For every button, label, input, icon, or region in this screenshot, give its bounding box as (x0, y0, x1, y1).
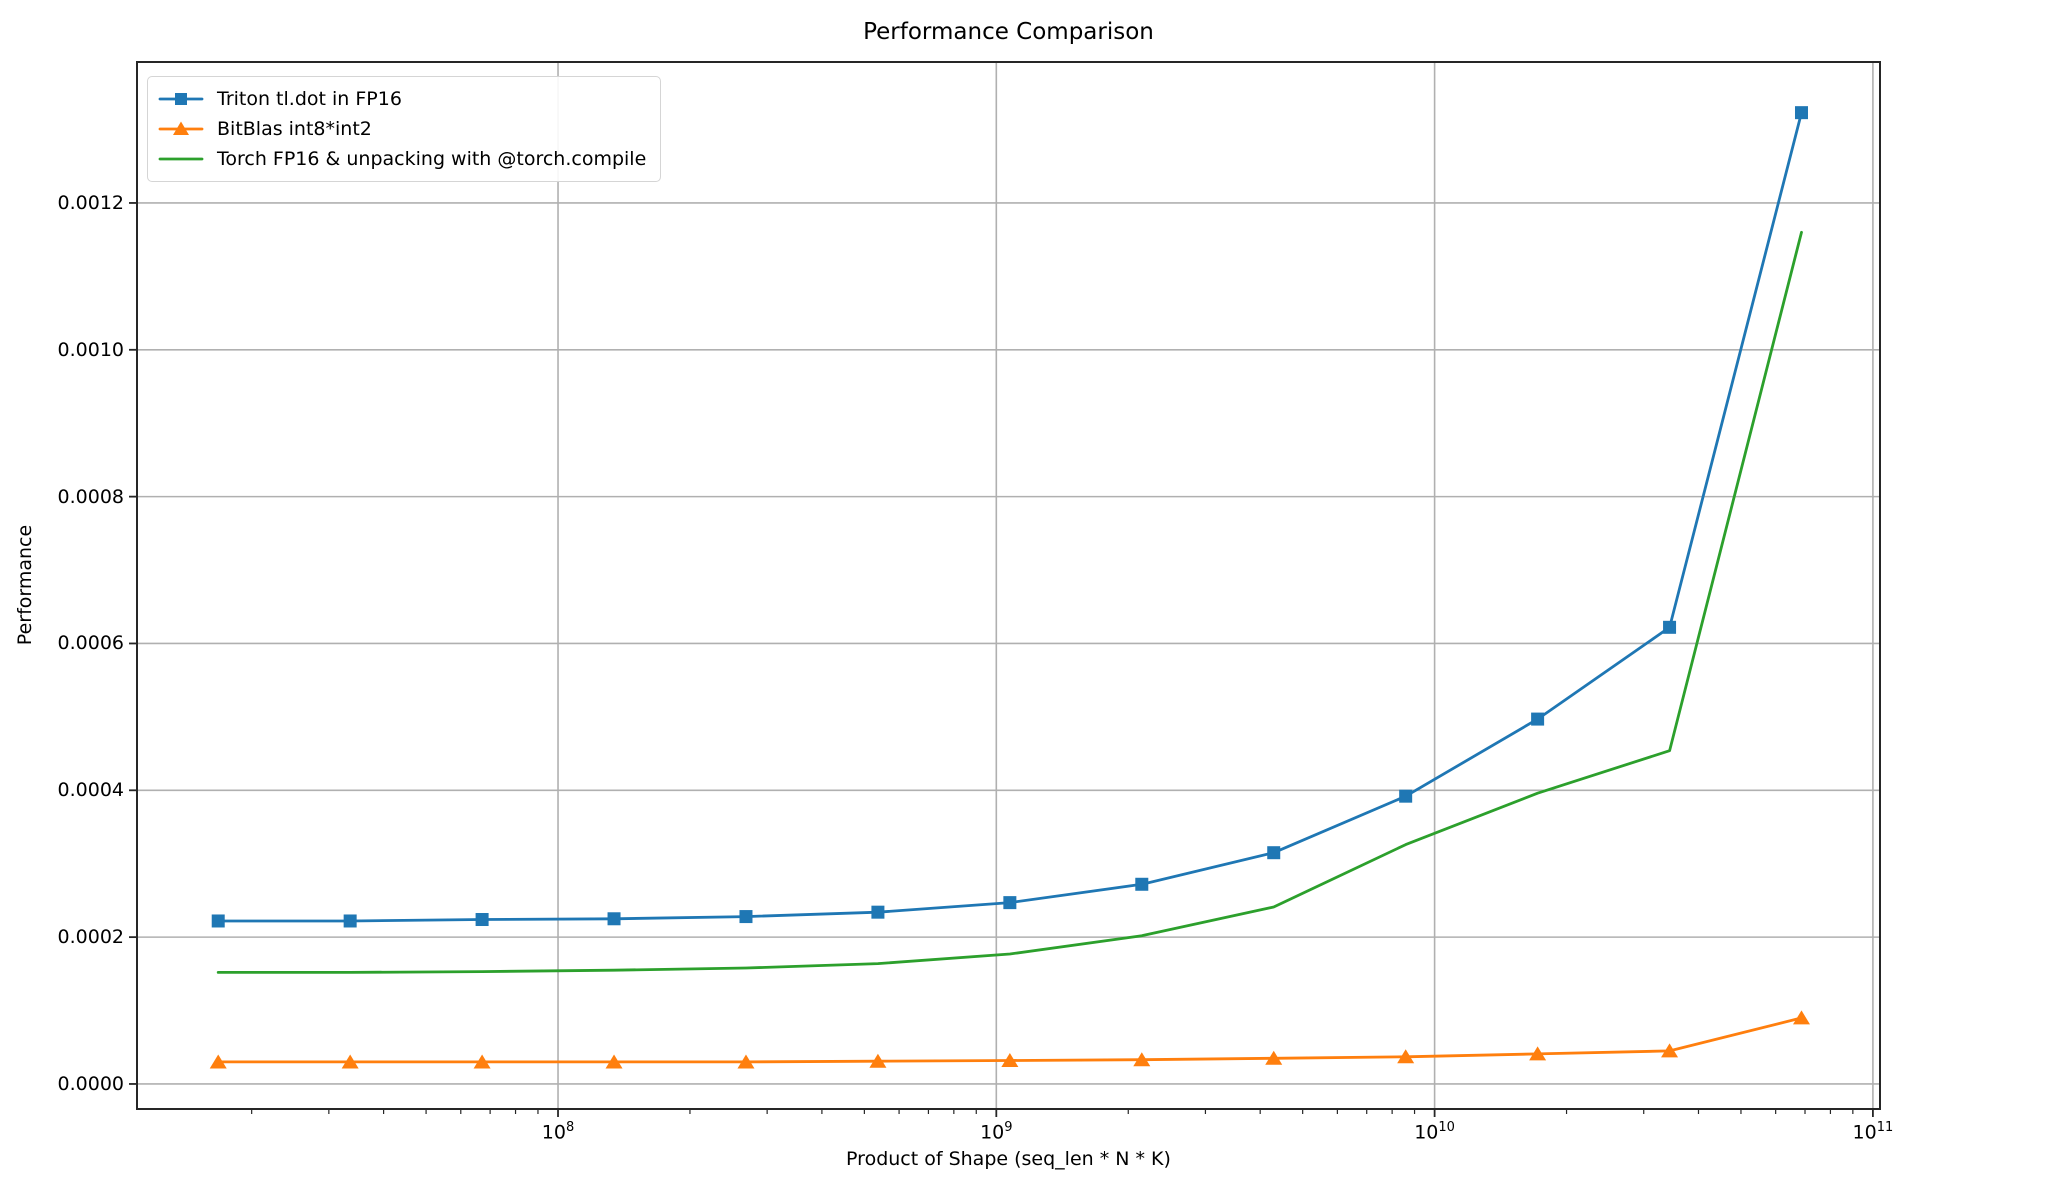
y-axis-label: Performance (14, 524, 36, 646)
legend-square-marker (175, 93, 187, 105)
square-marker (1663, 620, 1677, 634)
y-tick-label: 0.0004 (57, 779, 124, 802)
y-tick-label: 0.0008 (57, 485, 124, 508)
square-marker (211, 914, 225, 928)
triangle-marker (1792, 1010, 1810, 1025)
axes-border (136, 61, 1881, 1110)
triangle-marker (1133, 1052, 1151, 1067)
series-line (216, 111, 1803, 923)
x-tick-label: 1010 (1414, 1120, 1455, 1144)
square-marker (739, 910, 753, 924)
square-marker (475, 913, 489, 927)
triangle-marker (1265, 1050, 1283, 1065)
legend-triangle-marker (173, 121, 189, 135)
square-marker (1003, 896, 1017, 910)
triangle-marker (473, 1054, 491, 1069)
legend: Triton tl.dot in FP16 BitBlas int8*int2 To… (147, 76, 662, 182)
series-line (216, 230, 1803, 974)
x-tick-label: 109 (980, 1120, 1013, 1144)
legend-row: BitBlas int8*int2 (158, 114, 646, 144)
y-tick-label: 0.0012 (57, 191, 124, 214)
triangle-marker (1001, 1052, 1019, 1067)
legend-handle-line (158, 157, 204, 161)
triangle-marker (1397, 1049, 1415, 1064)
y-tick-label: 0.0010 (57, 338, 124, 361)
square-marker (1399, 789, 1413, 803)
legend-handle-square (158, 93, 204, 105)
legend-label: Triton tl.dot in FP16 (217, 88, 402, 110)
triangle-marker (605, 1054, 623, 1069)
chart-title: Performance Comparison (863, 19, 1154, 45)
x-tick-label: 1011 (1852, 1120, 1894, 1144)
triangle-marker (737, 1054, 755, 1069)
y-tick-label: 0.0006 (57, 632, 124, 655)
square-marker (1267, 846, 1281, 860)
square-marker (1794, 106, 1808, 120)
square-marker (343, 914, 357, 928)
triangle-marker (209, 1054, 227, 1069)
legend-label: Torch FP16 & unpacking with @torch.compi… (217, 148, 647, 170)
triangle-marker (869, 1053, 887, 1068)
triangle-marker (341, 1054, 359, 1069)
square-marker (1135, 877, 1149, 891)
legend-label: BitBlas int8*int2 (217, 118, 372, 140)
legend-handle-triangle-up (158, 121, 204, 135)
y-tick-label: 0.0002 (57, 926, 124, 949)
x-tick-label: 108 (541, 1120, 575, 1144)
square-marker (871, 905, 885, 919)
x-axis-label: Product of Shape (seq_len * N * K) (846, 1148, 1171, 1170)
triangle-marker (1529, 1046, 1547, 1061)
triangle-marker (1661, 1043, 1679, 1058)
legend-row: Triton tl.dot in FP16 (158, 84, 646, 114)
y-tick-label: 0.0000 (57, 1072, 124, 1095)
legend-row: Torch FP16 & unpacking with @torch.compi… (158, 144, 646, 174)
square-marker (1531, 712, 1545, 726)
square-marker (607, 912, 621, 926)
